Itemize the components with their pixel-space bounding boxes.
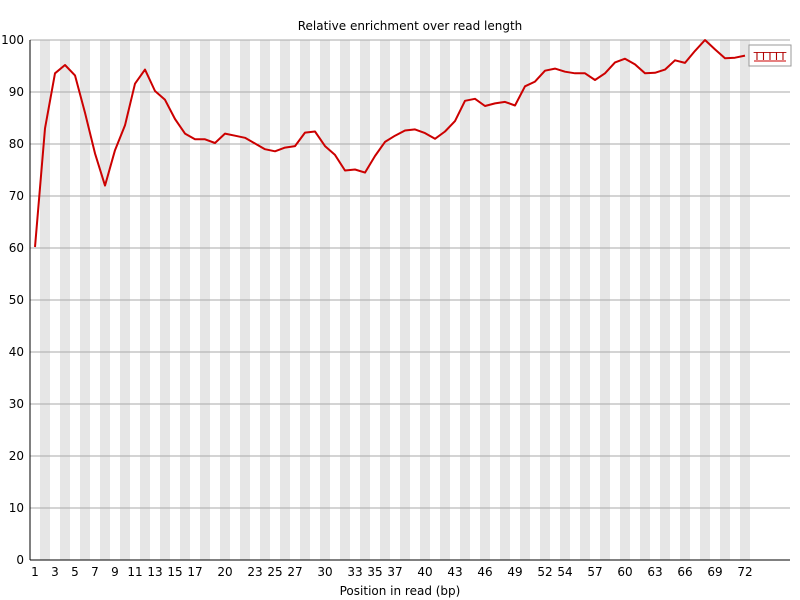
y-tick-label: 90 [9, 85, 24, 99]
x-tick-label: 43 [447, 565, 462, 579]
x-tick-label: 15 [167, 565, 182, 579]
x-tick-label: 57 [587, 565, 602, 579]
x-tick-label: 1 [31, 565, 39, 579]
x-tick-label: 63 [647, 565, 662, 579]
y-tick-label: 20 [9, 449, 24, 463]
legend-entry-label: TTTTT [753, 50, 787, 63]
legend: TTTTT [748, 44, 792, 67]
x-tick-label: 69 [707, 565, 722, 579]
y-tick-label: 60 [9, 241, 24, 255]
x-tick-label: 13 [147, 565, 162, 579]
x-tick-label: 20 [217, 565, 232, 579]
y-tick-label: 100 [1, 33, 24, 47]
y-tick-labels: 0 10 20 30 40 50 60 70 80 90 100 [1, 33, 24, 567]
x-tick-label: 72 [737, 565, 752, 579]
x-tick-label: 9 [111, 565, 119, 579]
x-tick-label: 37 [387, 565, 402, 579]
y-tick-label: 80 [9, 137, 24, 151]
x-tick-label: 60 [617, 565, 632, 579]
series-line [34, 39, 746, 248]
x-tick-label: 35 [367, 565, 382, 579]
x-tick-label: 3 [51, 565, 59, 579]
x-tick-label: 54 [557, 565, 572, 579]
x-tick-label: 17 [187, 565, 202, 579]
x-tick-label: 40 [417, 565, 432, 579]
x-tick-label: 30 [317, 565, 332, 579]
x-tick-label: 23 [247, 565, 262, 579]
y-tick-label: 50 [9, 293, 24, 307]
x-tick-label: 49 [507, 565, 522, 579]
x-tick-label: 11 [127, 565, 142, 579]
x-tick-label: 5 [71, 565, 79, 579]
x-tick-label: 25 [267, 565, 282, 579]
y-tick-label: 70 [9, 189, 24, 203]
y-tick-label: 0 [16, 553, 24, 567]
y-tick-label: 30 [9, 397, 24, 411]
x-tick-label: 33 [347, 565, 362, 579]
chart-title: Relative enrichment over read length [298, 19, 523, 33]
x-tick-labels: 1 3 5 7 9 11 13 15 17 20 23 25 27 30 33 35 37 40 43 46 49 52 5… [31, 565, 752, 579]
x-tick-label: 46 [477, 565, 492, 579]
y-tick-label: 10 [9, 501, 24, 515]
x-axis-label: Position in read (bp) [340, 584, 461, 598]
x-tick-label: 66 [677, 565, 692, 579]
x-tick-label: 52 [537, 565, 552, 579]
y-tick-label: 40 [9, 345, 24, 359]
series-lines [34, 39, 746, 248]
x-tick-label: 7 [91, 565, 99, 579]
x-tick-label: 27 [287, 565, 302, 579]
